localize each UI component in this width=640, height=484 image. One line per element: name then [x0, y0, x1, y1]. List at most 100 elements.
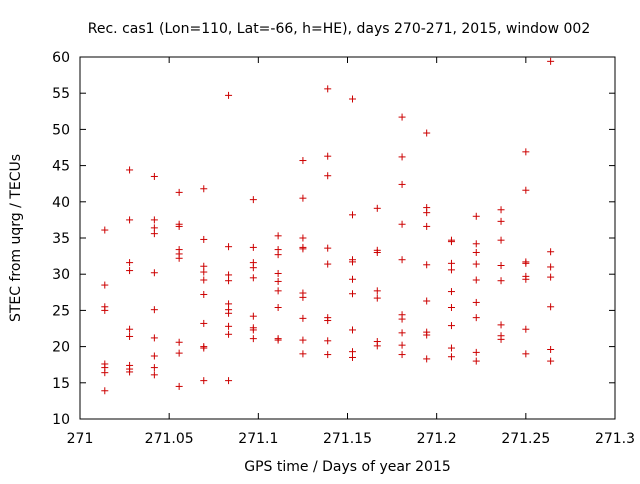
data-point	[126, 216, 134, 224]
data-point	[373, 287, 381, 295]
data-series	[101, 57, 555, 395]
data-point	[150, 269, 158, 277]
data-point	[249, 335, 257, 343]
data-point	[101, 226, 109, 234]
x-tick-label: 271.05	[145, 431, 194, 447]
data-point	[200, 235, 208, 243]
data-point	[324, 244, 332, 252]
data-point	[423, 129, 431, 137]
data-point	[299, 350, 307, 358]
data-point	[324, 152, 332, 160]
data-point	[398, 153, 406, 161]
data-point	[200, 268, 208, 276]
data-point	[200, 185, 208, 193]
data-point	[398, 351, 406, 359]
data-point	[200, 290, 208, 298]
data-point	[398, 329, 406, 337]
x-axis-label: GPS time / Days of year 2015	[244, 459, 451, 475]
data-point	[150, 371, 158, 379]
data-point	[423, 331, 431, 339]
data-point	[398, 256, 406, 264]
x-axis: 271 271.05 271.1 271.15 271.2 271.25 271.3	[67, 57, 635, 447]
data-point	[200, 319, 208, 327]
data-point	[547, 263, 555, 271]
x-tick-label: 271.25	[501, 431, 550, 447]
data-point	[274, 287, 282, 295]
data-point	[150, 364, 158, 372]
y-tick-label: 25	[52, 303, 70, 319]
y-axis-label: STEC from uqrg / TECUs	[8, 154, 24, 322]
plot-frame	[79, 56, 616, 420]
data-point	[150, 216, 158, 224]
data-point	[324, 260, 332, 268]
data-point	[126, 259, 134, 267]
data-point	[547, 303, 555, 311]
data-point	[423, 261, 431, 269]
data-point	[348, 211, 356, 219]
data-point	[175, 222, 183, 230]
data-point	[150, 352, 158, 360]
data-point	[200, 377, 208, 385]
data-point	[398, 220, 406, 228]
chart-title: Rec. cas1 (Lon=110, Lat=-66, h=HE), days…	[88, 21, 590, 37]
data-point	[324, 337, 332, 345]
data-point	[274, 336, 282, 344]
data-point	[249, 326, 257, 334]
data-point	[447, 288, 455, 296]
data-point	[472, 348, 480, 356]
data-point	[126, 325, 134, 333]
y-tick-label: 30	[52, 267, 70, 283]
data-point	[472, 276, 480, 284]
data-point	[126, 267, 134, 275]
data-point	[101, 306, 109, 314]
data-point	[299, 293, 307, 301]
data-point	[249, 274, 257, 282]
data-point	[447, 344, 455, 352]
data-point	[249, 196, 257, 204]
data-point	[348, 95, 356, 103]
data-point	[547, 273, 555, 281]
x-tick-label: 271.1	[238, 431, 278, 447]
data-point	[398, 315, 406, 323]
data-point	[274, 251, 282, 259]
data-point	[150, 172, 158, 180]
data-point	[398, 113, 406, 121]
data-point	[324, 85, 332, 93]
y-tick-label: 50	[52, 122, 70, 138]
data-point	[324, 172, 332, 180]
data-point	[299, 314, 307, 322]
data-point	[398, 341, 406, 349]
data-point	[497, 236, 505, 244]
x-tick-label: 271.2	[417, 431, 457, 447]
data-point	[472, 212, 480, 220]
data-point	[398, 180, 406, 188]
data-point	[472, 240, 480, 248]
data-point	[274, 277, 282, 285]
y-tick-label: 15	[52, 376, 70, 392]
data-point	[497, 321, 505, 329]
data-point	[522, 148, 530, 156]
x-tick-label: 271.15	[323, 431, 372, 447]
data-point	[423, 209, 431, 217]
data-point	[200, 276, 208, 284]
data-point	[497, 335, 505, 343]
data-point	[225, 377, 233, 385]
data-point	[522, 325, 530, 333]
data-point	[423, 297, 431, 305]
data-point	[373, 248, 381, 256]
data-point	[126, 368, 134, 376]
data-point	[472, 314, 480, 322]
data-point	[175, 382, 183, 390]
y-tick-label: 45	[52, 159, 70, 175]
data-point	[447, 259, 455, 267]
data-point	[522, 275, 530, 283]
data-point	[299, 245, 307, 253]
data-point	[472, 357, 480, 365]
data-point	[225, 330, 233, 338]
data-point	[472, 260, 480, 268]
data-point	[299, 194, 307, 202]
data-point	[249, 243, 257, 251]
data-point	[299, 234, 307, 242]
